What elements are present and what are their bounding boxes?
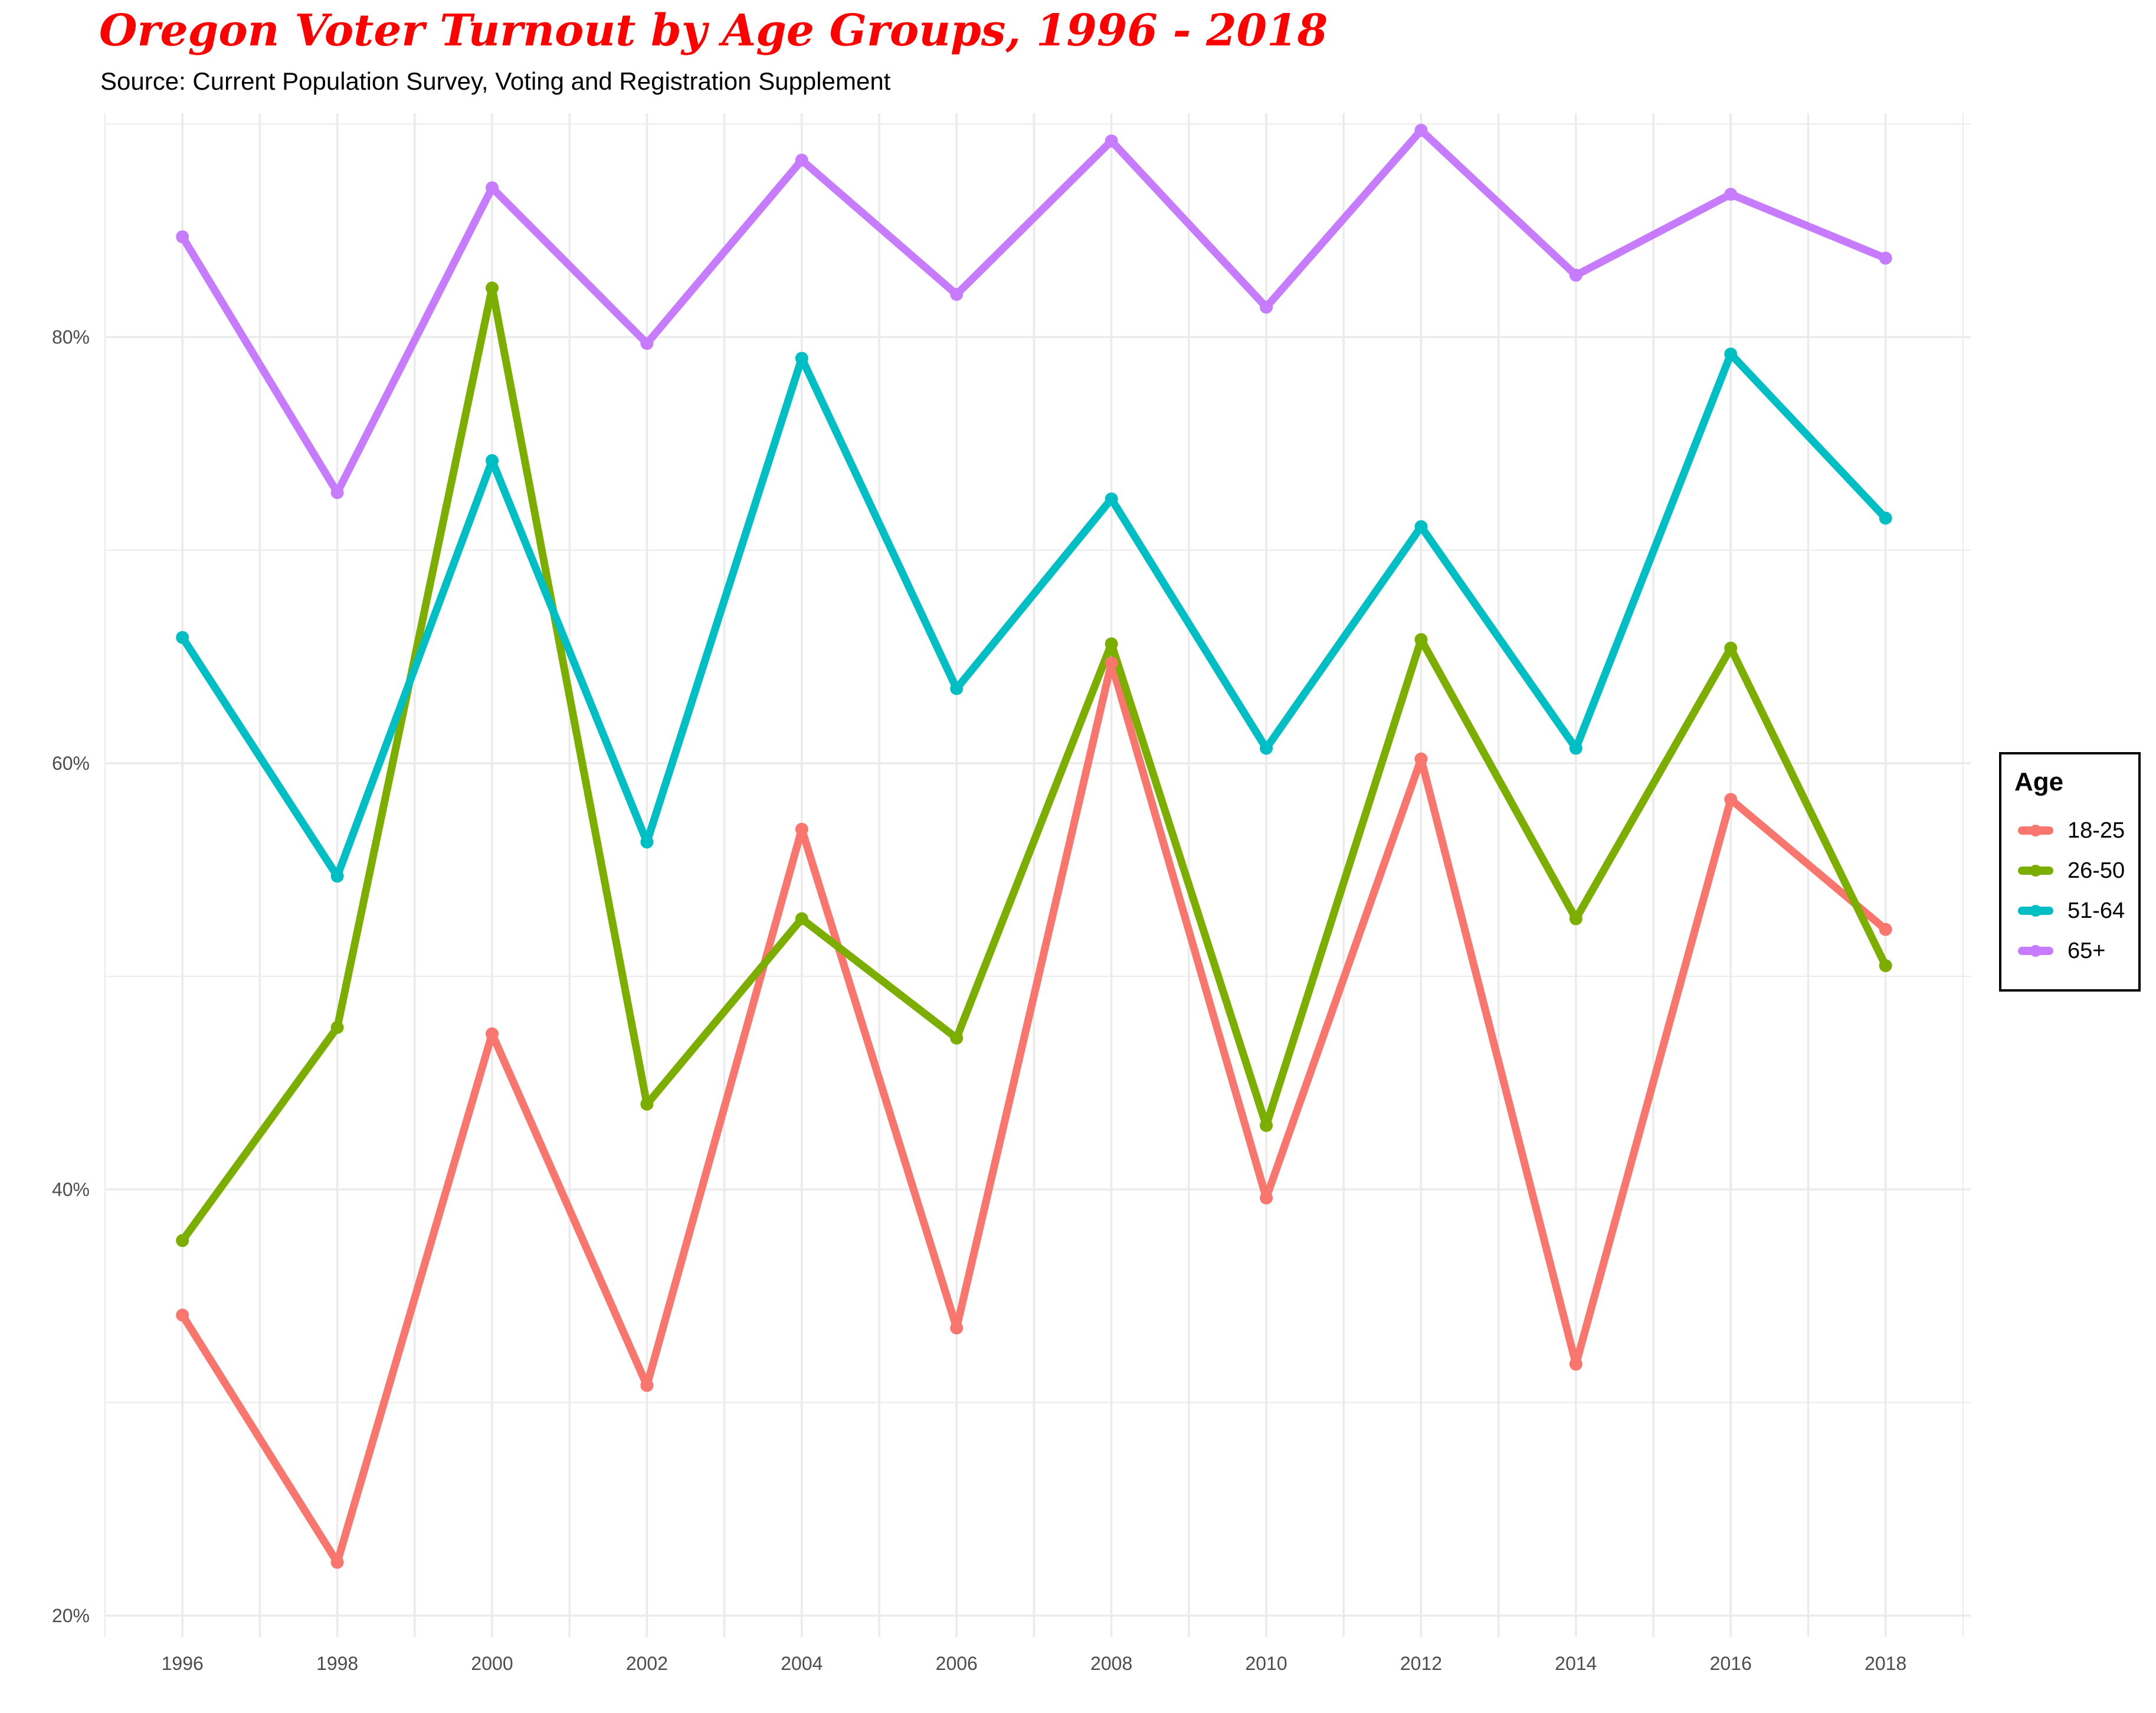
data-point-18-25 (1724, 793, 1738, 806)
x-tick-label: 2010 (1245, 1653, 1287, 1674)
data-point-26-50 (1879, 959, 1892, 973)
data-point-26-50 (795, 912, 808, 926)
data-point-18-25 (1105, 657, 1118, 670)
chart-title: Oregon Voter Turnout by Age Groups, 1996… (99, 5, 1328, 56)
data-point-26-50 (950, 1031, 964, 1045)
data-point-51-64 (330, 869, 344, 883)
x-tick-label: 2014 (1555, 1653, 1597, 1674)
data-point-65+ (1724, 188, 1738, 201)
data-point-18-25 (330, 1556, 344, 1569)
data-point-65+ (486, 181, 499, 195)
data-point-26-50 (1105, 637, 1118, 651)
data-point-51-64 (1724, 347, 1738, 361)
x-tick-label: 2000 (471, 1653, 513, 1674)
data-point-26-50 (1724, 641, 1738, 655)
data-point-65+ (1105, 134, 1118, 147)
legend-label: 65+ (2067, 938, 2106, 963)
legend-key-point (2030, 825, 2042, 836)
x-tick-label: 2006 (936, 1653, 978, 1674)
data-point-18-25 (176, 1308, 189, 1322)
legend-label: 18-25 (2067, 818, 2125, 843)
legend-label: 26-50 (2067, 858, 2125, 883)
x-axis-tick-labels: 1996 1998 2000 2002 2004 2006 2008 2010 2012 2014… (162, 1653, 1907, 1674)
y-tick-label: 60% (52, 753, 90, 774)
data-point-65+ (795, 153, 808, 167)
x-tick-label: 2018 (1865, 1653, 1906, 1674)
y-tick-label: 20% (52, 1605, 90, 1626)
data-point-65+ (1260, 300, 1273, 314)
data-point-51-64 (176, 631, 189, 644)
legend-item: 26-50 (2013, 854, 2137, 889)
legend-item: 65+ (2013, 934, 2137, 969)
legend-key-point (2030, 905, 2042, 917)
data-point-65+ (640, 337, 654, 350)
data-point-18-25 (1569, 1357, 1582, 1371)
data-point-51-64 (1260, 741, 1273, 755)
series-line-18-25 (178, 659, 1890, 1567)
series-lines (178, 126, 1890, 1567)
data-point-51-64 (1879, 511, 1892, 525)
data-point-26-50 (1260, 1118, 1273, 1132)
series-line-65+ (178, 126, 1890, 497)
data-point-51-64 (795, 352, 808, 365)
legend-item: 51-64 (2013, 894, 2137, 929)
data-point-18-25 (1879, 923, 1892, 936)
data-point-18-25 (1414, 752, 1428, 766)
data-point-26-50 (486, 281, 499, 295)
series-line-26-50 (178, 284, 1890, 1245)
legend-label: 51-64 (2067, 898, 2125, 923)
major-gridlines (105, 113, 1971, 1637)
x-tick-label: 2004 (781, 1653, 823, 1674)
x-tick-label: 1998 (316, 1653, 358, 1674)
data-point-65+ (950, 288, 964, 301)
legend: Age 18-25 26-50 51-64 65+ (1999, 752, 2141, 992)
x-tick-label: 1996 (162, 1653, 204, 1674)
chart-subtitle: Source: Current Population Survey, Votin… (100, 67, 891, 95)
data-point-65+ (1414, 123, 1428, 137)
data-point-51-64 (1569, 741, 1582, 755)
y-tick-label: 40% (52, 1179, 90, 1200)
y-tick-label: 80% (52, 326, 90, 347)
series-points (176, 123, 1892, 1569)
legend-key-point (2030, 945, 2042, 957)
data-point-51-64 (950, 682, 964, 695)
x-tick-label: 2002 (626, 1653, 668, 1674)
data-point-51-64 (1105, 492, 1118, 506)
data-point-18-25 (795, 822, 808, 836)
x-tick-label: 2008 (1090, 1653, 1132, 1674)
data-point-18-25 (1260, 1191, 1273, 1205)
data-point-65+ (330, 486, 344, 500)
data-point-51-64 (486, 454, 499, 467)
legend-key-point (2030, 865, 2042, 877)
data-point-26-50 (1569, 912, 1582, 926)
data-point-51-64 (1414, 520, 1428, 533)
x-tick-label: 2012 (1400, 1653, 1442, 1674)
data-point-51-64 (640, 835, 654, 849)
data-point-65+ (1569, 268, 1582, 282)
data-point-26-50 (640, 1097, 654, 1111)
data-point-26-50 (1414, 633, 1428, 647)
data-point-65+ (176, 230, 189, 244)
data-point-65+ (1879, 251, 1892, 265)
legend-title: Age (2014, 767, 2064, 796)
data-point-26-50 (176, 1234, 189, 1248)
x-tick-label: 2016 (1710, 1653, 1752, 1674)
data-point-18-25 (640, 1379, 654, 1392)
series-line-51-64 (178, 350, 1890, 880)
data-point-18-25 (950, 1321, 964, 1335)
legend-item: 18-25 (2013, 813, 2137, 849)
data-point-18-25 (486, 1027, 499, 1041)
y-axis-tick-labels: 20% 40% 60% 80% (52, 326, 90, 1626)
data-point-26-50 (330, 1020, 344, 1034)
